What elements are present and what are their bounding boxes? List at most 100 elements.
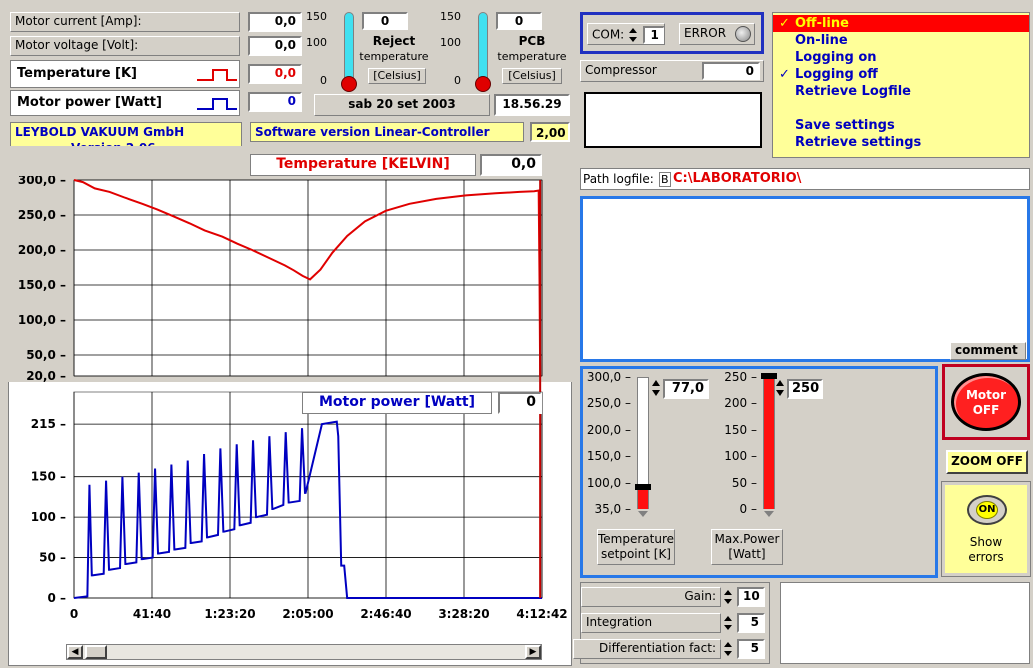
menu-item-label: Logging off [795,67,878,82]
temperature-y-tick-label: 200,0 – [18,243,66,257]
chart-scrollbar[interactable]: ◀ ▶ [66,644,542,660]
motor-button-line1: Motor [965,388,1007,402]
reject-thermometer-tube [344,12,354,80]
path-browse-icon[interactable]: B [659,172,671,187]
thermometers-panel: 150 100 0 0 Reject temperature [Celsius]… [306,10,576,92]
show-errors-label: Show errors [945,535,1027,565]
power-y-tick-label: 50 – [39,551,66,565]
path-logfile-value[interactable]: C:\LABORATORIO\ [673,171,802,186]
menu-item-retrieve-settings[interactable]: Retrieve settings [773,134,1029,151]
pcb-scale-bottom: 0 [454,74,461,87]
motor-voltage-label: Motor voltage [Volt]: [10,36,240,56]
power-x-tick-label: 3:28:20 [438,607,489,621]
show-errors-toggle[interactable]: ON [967,495,1007,525]
maxpower-fill [764,377,774,509]
maxpower-value[interactable]: 250 [787,379,823,399]
menu-item-label: On-line [795,33,848,48]
gain-value[interactable]: 10 [737,587,765,607]
setpoint-tick-label: 35,0 – [594,502,631,516]
power-x-tick-label: 41:40 [133,607,171,621]
temperature-chart-title: Temperature [KELVIN] [250,154,476,176]
motor-voltage-value: 0,0 [248,36,302,56]
setpoint-spinner[interactable] [651,379,661,397]
setpoint-tick-label: 100,0 – [586,475,631,490]
maxpower-label-line2: [Watt] [728,547,766,561]
comment-label: comment [950,342,1026,360]
scroll-left-button[interactable]: ◀ [67,645,83,659]
temperature-y-tick-label: 150,0 – [18,278,66,292]
com-spinner[interactable] [628,27,639,43]
reject-scale-top: 150 [306,10,327,23]
charts-svg: 0 41:40 1:23:20 2:05:00 2:46:40 3:28:20 4:12:4… [8,176,572,621]
menu-separator [773,100,1029,117]
pcb-thermometer-bulb [475,76,491,92]
temperature-value: 0,0 [248,64,302,84]
path-logfile-label: Path logfile: [583,172,654,186]
pcb-scale-top: 150 [440,10,461,23]
integration-spinner[interactable] [723,615,734,631]
setpoint-thumb[interactable] [635,484,651,491]
menu-item-save-settings[interactable]: Save settings [773,117,1029,134]
menu-item-off-line[interactable]: ✓ Off-line [773,15,1029,32]
com-value[interactable]: 1 [642,26,664,44]
temperature-legend: Temperature [K] [10,60,240,88]
com-selector: COM: 1 [587,23,665,45]
compressor-value: 0 [702,62,760,80]
setpoint-tick-label: 250,0 – [586,396,631,411]
menu-item-retrieve-logfile[interactable]: Retrieve Logfile [773,83,1029,100]
comment-area[interactable] [580,196,1030,362]
reject-thermometer-bulb [341,76,357,92]
power-y-tick-label: 215 – [31,417,66,431]
motor-toggle-button[interactable]: Motor OFF [951,373,1021,431]
setpoint-arrow-icon [638,511,648,517]
gain-label: Gain: [581,587,721,607]
status-display [584,92,762,148]
zoom-off-button[interactable]: ZOOM OFF [946,450,1028,474]
setpoint-value[interactable]: 77,0 [663,379,709,399]
reject-value: 0 [362,12,408,30]
checkmark-icon: ✓ [779,67,790,82]
menu-item-logging-off[interactable]: ✓ Logging off [773,66,1029,83]
reject-subtitle: temperature [359,50,429,63]
scroll-thumb[interactable] [85,645,107,659]
motor-button-line2: OFF [972,403,1000,417]
pcb-subtitle: temperature [497,50,567,63]
menu-item-logging-on[interactable]: Logging on [773,49,1029,66]
temperature-y-tick-label: 300,0 – [18,176,66,187]
menu-item-label: Save settings [795,118,895,133]
software-version-label: Software version Linear-Controller [250,122,524,142]
motor-power-legend-label: Motor power [Watt] [17,95,162,110]
motor-power-value: 0 [248,92,302,112]
setpoint-label-line1: Temperature [598,532,675,546]
message-box [780,582,1030,664]
menu-item-on-line[interactable]: On-line [773,32,1029,49]
setpoint-label: Temperature setpoint [K] [597,529,675,565]
temperature-y-tick-label: 50,0 – [26,348,66,362]
power-series-line [73,420,542,599]
com-panel: COM: 1 ERROR [580,12,764,54]
power-x-tick-label: 2:05:00 [282,607,333,621]
gain-spinner[interactable] [723,589,734,605]
date-display: sab 20 set 2003 [314,94,490,116]
menu-item-label: Logging on [795,50,877,65]
integration-value[interactable]: 5 [737,613,765,633]
scroll-right-button[interactable]: ▶ [525,645,541,659]
maxpower-spinner[interactable] [775,379,785,397]
maxpower-tick-label: 200 – [724,396,757,411]
time-display: 18.56.29 [494,94,570,116]
maxpower-thumb[interactable] [761,373,777,379]
setpoint-tick-label: 300,0 – [586,370,631,384]
setpoint-tick-label: 150,0 – [586,449,631,464]
power-x-tick-label: 2:46:40 [360,607,411,621]
error-label: ERROR [684,26,727,40]
maxpower-arrow-icon [764,511,774,517]
path-logfile-row: Path logfile: B C:\LABORATORIO\ [580,168,1030,190]
differentiation-spinner[interactable] [723,641,734,657]
setpoint-panel: 300,0 – 250,0 – 200,0 – 150,0 – 100,0 – 35,0 … [580,366,938,578]
pcb-unit: [Celsius] [502,68,562,84]
temperature-chart-value: 0,0 [480,154,542,176]
differentiation-value[interactable]: 5 [737,639,765,659]
show-errors-line1: Show [969,535,1003,549]
menu-item-label: Retrieve settings [795,135,922,150]
reject-unit: [Celsius] [368,68,426,84]
